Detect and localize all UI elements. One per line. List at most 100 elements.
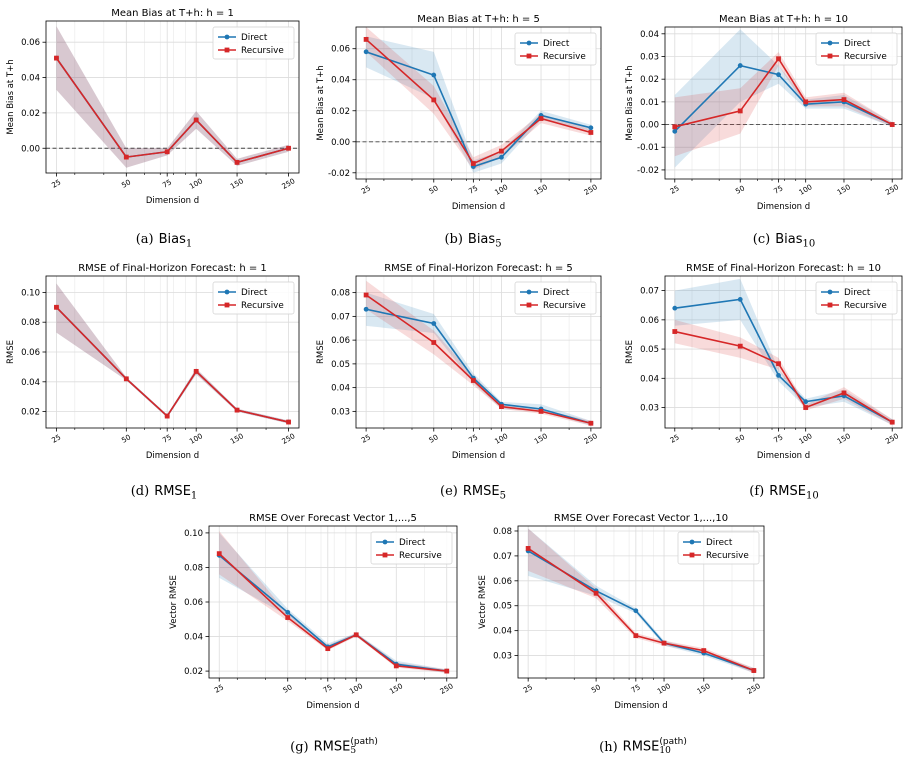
x-tick-label: 100 [493, 431, 510, 446]
series-line-recursive [365, 38, 592, 165]
x-tick-label: 75 [321, 682, 333, 694]
y-tick-label: 0.08 [331, 289, 350, 299]
x-tick-label: 150 [229, 176, 246, 191]
y-axis-label: Mean Bias at T+h [316, 65, 326, 140]
point-direct [737, 63, 743, 68]
caption-superscript-subscript: (path) 5 [350, 738, 377, 756]
caption-subscript: 10 [659, 746, 671, 756]
legend-label-direct: Direct [844, 288, 871, 298]
point-direct [431, 321, 437, 326]
point-direct [363, 306, 369, 312]
x-axis-label: Dimension d [614, 701, 667, 711]
caption-tag: (e) [440, 484, 458, 499]
legend-marker-recursive [827, 302, 833, 308]
legend-marker-direct [382, 539, 388, 545]
y-axis-label: Mean Bias at T+h [6, 59, 16, 134]
y-axis-label: RMSE [625, 340, 635, 364]
legend-box [815, 32, 898, 66]
x-axis-label: Dimension d [146, 196, 199, 206]
x-tick-label: 100 [188, 176, 205, 191]
point-recursive [444, 668, 450, 674]
legend-label-recursive: Recursive [399, 551, 442, 561]
point-recursive [588, 420, 594, 426]
y-tick-label: 0.06 [331, 336, 350, 346]
caption-metric: RMSE [622, 739, 660, 755]
point-direct [672, 305, 678, 311]
x-tick-label: 75 [629, 682, 641, 694]
legend-label-direct: Direct [706, 538, 733, 548]
band-direct [366, 292, 591, 426]
caption-subscript: 1 [185, 238, 193, 250]
x-tick-label: 75 [467, 183, 479, 195]
y-tick-label: 0.02 [640, 75, 659, 85]
point-recursive [593, 590, 599, 596]
plot-frame [517, 525, 765, 679]
x-tick-label: 75 [772, 183, 784, 195]
x-tick-label: 150 [836, 431, 853, 446]
legend: Direct Recursive [677, 531, 760, 565]
legend-label-recursive: Recursive [543, 301, 586, 311]
x-tick-label: 100 [348, 681, 365, 696]
point-direct [776, 72, 781, 78]
legend-marker-recursive [224, 302, 230, 308]
y-tick-label: 0.03 [331, 407, 350, 417]
point-recursive [803, 99, 809, 105]
x-tick-label: 150 [533, 182, 550, 197]
legend-label-direct: Direct [543, 39, 570, 49]
chart-title: RMSE of Final-Horizon Forecast: h = 10 [686, 263, 881, 274]
legend-box [514, 32, 597, 66]
point-recursive [499, 148, 504, 154]
x-tick-label: 250 [884, 182, 901, 197]
x-tick-label: 100 [797, 182, 814, 197]
plot-frame [664, 275, 903, 429]
x-tick-label: 25 [360, 432, 372, 444]
y-tick-label: 0.01 [640, 98, 659, 108]
legend-marker-direct [526, 40, 532, 46]
point-recursive [737, 343, 743, 349]
series-line-recursive [365, 294, 592, 425]
caption-subscript: 1 [190, 490, 198, 502]
chart-panel-1: 25 50 75 100 150 250 0.00 0.02 0.04 0.06 Mean Bias… [6, 8, 300, 206]
y-tick-label: 0.04 [21, 378, 40, 388]
chart-panel-3: 25 50 75 100 150 250 -0.02 -0.01 0.00 0.01 0.02 0.0… [625, 14, 903, 212]
band-recursive [56, 26, 289, 168]
x-tick-label: 25 [668, 432, 680, 444]
subfigure-caption: (h) RMSE (path) 10 [543, 738, 743, 756]
caption-tag: (h) [599, 739, 618, 755]
x-tick-label: 100 [493, 182, 510, 197]
x-axis-label: Dimension d [306, 701, 359, 711]
y-tick-label: 0.00 [331, 138, 350, 148]
point-recursive [672, 329, 678, 334]
point-recursive [525, 546, 531, 551]
y-axis-label: Vector RMSE [169, 575, 179, 629]
subfigure-caption: (d) RMSE1 [64, 484, 264, 502]
x-axis-label: Dimension d [146, 451, 199, 461]
legend-label-recursive: Recursive [706, 551, 749, 561]
caption-tag: (g) [290, 739, 309, 755]
point-recursive [776, 56, 781, 62]
y-tick-label: 0.04 [184, 633, 203, 643]
legend: Direct Recursive [815, 32, 898, 66]
chart-panel-6: 25 50 75 100 150 250 0.03 0.04 0.05 0.06 0.07 RMSE … [625, 263, 903, 461]
point-recursive [431, 97, 437, 103]
y-tick-label: 0.04 [640, 30, 659, 40]
y-tick-label: 0.04 [331, 76, 350, 86]
point-recursive [803, 405, 809, 410]
point-recursive [661, 640, 667, 646]
y-axis-label: RMSE [316, 340, 326, 364]
plot-frame [45, 20, 300, 174]
point-recursive [286, 145, 291, 151]
x-axis-label: Dimension d [452, 451, 505, 461]
x-tick-label: 250 [280, 431, 297, 446]
y-tick-label: -0.02 [637, 166, 659, 176]
point-recursive [470, 378, 476, 383]
caption-superscript: (path) [659, 737, 687, 747]
x-tick-label: 50 [427, 432, 440, 445]
chart-panel-8: 25 50 75 100 150 250 0.03 0.04 0.05 0.06 0.07 0.08 R… [478, 513, 765, 711]
x-axis-label: Dimension d [452, 202, 505, 212]
caption-metric: Bias [775, 232, 803, 247]
y-tick-label: 0.03 [493, 652, 512, 662]
y-tick-label: 0.04 [331, 384, 350, 394]
x-tick-label: 50 [120, 177, 133, 190]
point-direct [672, 128, 678, 134]
